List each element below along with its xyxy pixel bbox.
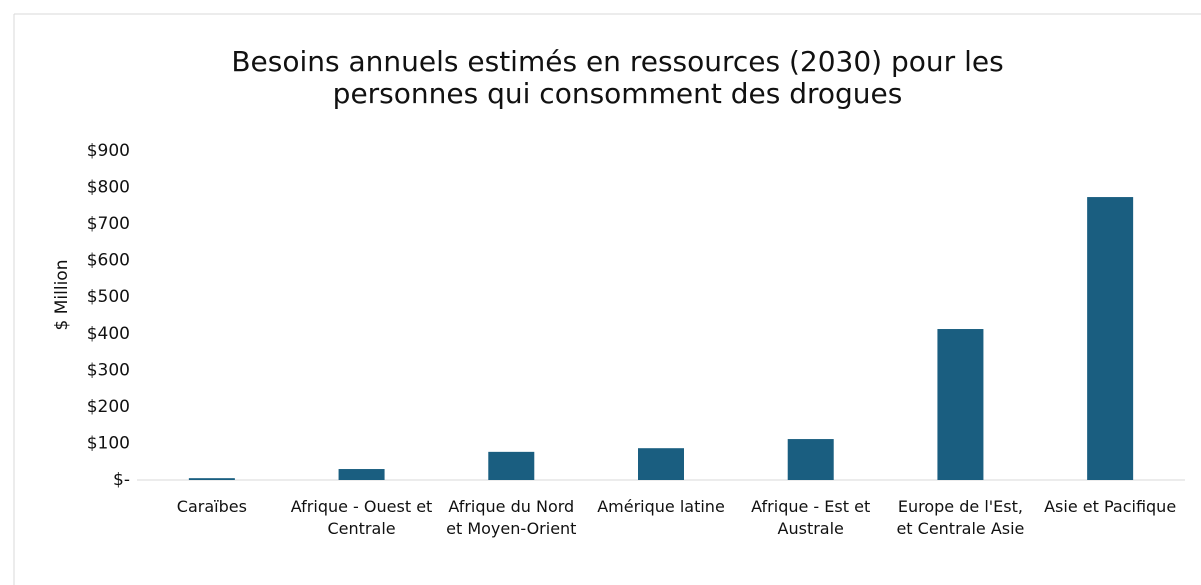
y-axis-label: $ Million — [52, 260, 72, 331]
x-tick-box: Afrique - Est et Australe — [751, 497, 871, 538]
x-tick-label: Afrique du Nord et Moyen-Orient — [446, 497, 577, 538]
y-tick-label: $700 — [87, 214, 130, 234]
x-tick-box: Asie et Pacifique — [1044, 497, 1177, 516]
x-tick-label: Asie et Pacifique — [1044, 497, 1177, 516]
x-tick-box: Europe de l'Est, et Centrale Asie — [896, 497, 1025, 538]
bar — [937, 329, 984, 480]
x-tick-box: Caraïbes — [176, 497, 247, 516]
y-tick-label: $900 — [87, 141, 130, 161]
y-tick-label: $600 — [87, 251, 130, 271]
y-tick-label: $200 — [87, 397, 130, 417]
chart-title: Besoins annuels estimés en ressources (2… — [231, 46, 1004, 110]
x-tick-label: Afrique - Ouest et Centrale — [290, 497, 433, 538]
bar — [188, 478, 235, 480]
x-tick-label: Afrique - Est et Australe — [751, 497, 871, 538]
bar — [638, 448, 684, 480]
y-tick-label: $300 — [87, 360, 130, 380]
x-tick-label: Caraïbes — [176, 497, 247, 516]
y-tick-label: $500 — [87, 287, 130, 307]
x-tick-box: Afrique - Ouest et Centrale — [290, 497, 433, 538]
x-tick-label: Amérique latine — [597, 497, 725, 516]
title-box: Besoins annuels estimés en ressources (2… — [231, 46, 1004, 110]
bar — [787, 439, 834, 480]
y-tick-label: $- — [113, 470, 130, 490]
bar — [338, 469, 385, 480]
x-tick-box: Amérique latine — [597, 497, 725, 516]
y-tick-label: $400 — [87, 324, 130, 344]
x-tick-box: Afrique du Nord et Moyen-Orient — [446, 497, 577, 538]
y-tick-label: $800 — [87, 178, 130, 198]
y-tick-label: $100 — [87, 433, 130, 453]
x-tick-label: Europe de l'Est, et Centrale Asie — [896, 497, 1025, 538]
bar — [1087, 197, 1134, 480]
bar — [488, 451, 535, 480]
